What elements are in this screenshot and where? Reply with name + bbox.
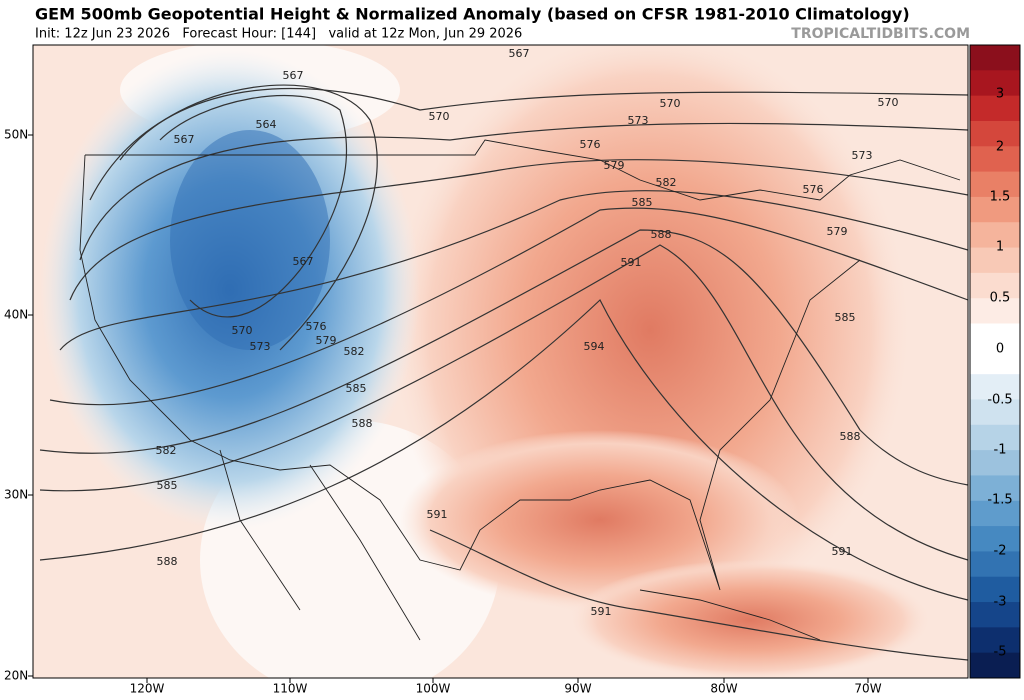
colorbar-swatch — [970, 272, 1020, 299]
latitude-label: 50N — [4, 128, 28, 142]
colorbar-frame — [969, 44, 1021, 679]
latitude-label: 30N — [4, 488, 28, 502]
latitude-label: 40N — [4, 308, 28, 322]
colorbar-swatch — [970, 576, 1020, 603]
colorbar-swatch — [970, 374, 1020, 400]
contour-label: 567 — [293, 255, 314, 268]
contour-label: 588 — [352, 417, 373, 430]
map-frame — [32, 44, 969, 679]
contour-label: 579 — [827, 225, 848, 238]
contour-label: 576 — [306, 320, 327, 333]
colorbar-swatch — [970, 70, 1020, 97]
contour-label: 570 — [660, 97, 681, 110]
latitude-label: 20N — [4, 669, 28, 683]
contour-label: 564 — [256, 118, 277, 131]
colorbar-label: 0 — [996, 342, 1004, 357]
subtitle: Init: 12z Jun 23 2026 Forecast Hour: [14… — [35, 27, 522, 42]
colorbar-swatch — [970, 298, 1020, 325]
title: GEM 500mb Geopotential Height & Normaliz… — [35, 5, 910, 24]
contour-label: 570 — [232, 324, 253, 337]
colorbar-swatch — [970, 526, 1020, 552]
colorbar-label: 0.5 — [990, 291, 1011, 306]
contour-label: 573 — [250, 340, 271, 353]
contour-label: 573 — [628, 114, 649, 127]
contour-label: 588 — [157, 555, 178, 568]
watermark: TROPICALTIDBITS.COM — [791, 26, 970, 42]
colorbar-swatch — [970, 348, 1020, 375]
colorbar-swatch — [970, 652, 1020, 679]
contour-label: 582 — [156, 444, 177, 457]
colorbar-swatch — [970, 247, 1020, 274]
contour-label: 582 — [344, 345, 365, 358]
colorbar-label: -0.5 — [987, 393, 1012, 408]
contour-label: 573 — [852, 149, 873, 162]
longitude-label: 80W — [710, 682, 737, 696]
colorbar-label: -3 — [994, 595, 1007, 610]
colorbar-label: 3 — [996, 87, 1004, 102]
colorbar-swatch — [970, 120, 1020, 147]
colorbar-label: 2 — [996, 140, 1004, 155]
contour-label: 585 — [632, 196, 653, 209]
contour-label: 567 — [174, 133, 195, 146]
colorbar-swatch — [970, 399, 1020, 426]
contour-label: 567 — [509, 47, 530, 60]
contour-label: 567 — [283, 69, 304, 82]
contour-label: 588 — [651, 228, 672, 241]
colorbar-label: -5 — [994, 645, 1007, 660]
colorbar-label: 1 — [996, 240, 1004, 255]
colorbar-swatch — [970, 500, 1020, 527]
contour-label: 585 — [835, 311, 856, 324]
contour-label: 591 — [832, 545, 853, 558]
contour-label: 588 — [840, 430, 861, 443]
longitude-label: 70W — [854, 682, 881, 696]
colorbar-swatch — [970, 475, 1020, 502]
colorbar-swatch — [970, 323, 1020, 350]
contour-label: 582 — [656, 176, 677, 189]
colorbar-label: 1.5 — [990, 190, 1011, 205]
colorbar-label: -1 — [994, 443, 1007, 458]
contour-label: 585 — [157, 479, 178, 492]
colorbar-swatch — [970, 627, 1020, 654]
colorbar-swatch — [970, 196, 1020, 223]
contour-label: 585 — [346, 382, 367, 395]
colorbar-swatch — [970, 146, 1020, 173]
contour-label: 576 — [803, 183, 824, 196]
colorbar-swatch — [970, 45, 1020, 71]
contour-label: 591 — [621, 256, 642, 269]
longitude-label: 90W — [564, 682, 591, 696]
contour-label: 570 — [429, 110, 450, 123]
colorbar-swatch — [970, 222, 1020, 249]
colorbar-swatch — [970, 450, 1020, 476]
colorbar-swatch — [970, 602, 1020, 628]
longitude-label: 120W — [130, 682, 165, 696]
longitude-label: 100W — [416, 682, 451, 696]
colorbar-swatch — [970, 95, 1020, 122]
colorbar-swatch — [970, 424, 1020, 451]
map-area — [33, 45, 968, 678]
colorbar-label: -2 — [994, 544, 1007, 559]
colorbar-swatch — [970, 171, 1020, 198]
contour-label: 594 — [584, 340, 605, 353]
contour-label: 579 — [604, 159, 625, 172]
colorbar — [969, 44, 1021, 679]
contour-label: 576 — [580, 138, 601, 151]
contour-label: 591 — [591, 605, 612, 618]
contour-label: 591 — [427, 508, 448, 521]
contour-label: 579 — [316, 334, 337, 347]
colorbar-swatch — [970, 551, 1020, 578]
contour-label: 570 — [878, 96, 899, 109]
longitude-label: 110W — [273, 682, 308, 696]
colorbar-label: -1.5 — [987, 493, 1012, 508]
